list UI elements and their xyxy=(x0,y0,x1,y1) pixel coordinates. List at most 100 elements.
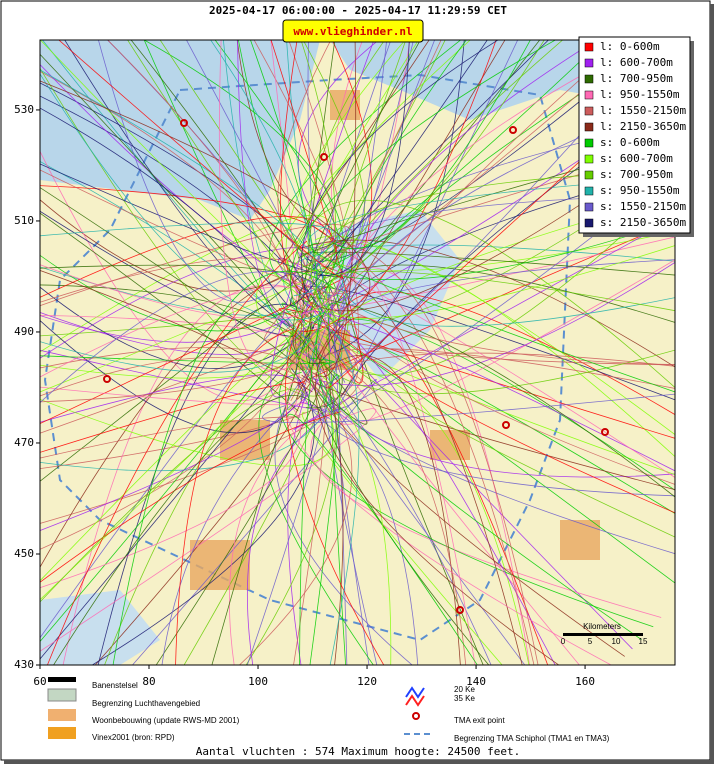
flight-track xyxy=(98,40,290,303)
legend-text: Woonbebouwing (update RWS-MD 2001) xyxy=(92,716,240,725)
flight-track xyxy=(285,40,420,265)
flight-track xyxy=(287,413,478,665)
flight-track xyxy=(40,107,289,306)
legend-label: l: 950-1550m xyxy=(600,88,680,101)
flight-track xyxy=(315,323,560,665)
flight-track xyxy=(312,409,419,665)
footer: Aantal vluchten : 574 Maximum hoogte: 24… xyxy=(196,745,521,758)
flight-track xyxy=(47,240,308,665)
flight-track xyxy=(40,349,325,411)
flight-track xyxy=(332,40,531,250)
scale-label: 0 xyxy=(561,637,566,646)
legend-text: 20 Ke xyxy=(454,685,475,694)
legend-label: l: 0-600m xyxy=(600,40,660,53)
y-tick-label: 510 xyxy=(14,214,34,227)
flight-track xyxy=(264,40,644,341)
flight-track xyxy=(62,284,290,665)
flight-track xyxy=(223,40,323,347)
flight-track xyxy=(281,302,675,584)
flight-track xyxy=(309,374,341,665)
flight-track xyxy=(319,40,388,297)
flight-track xyxy=(237,40,294,327)
flight-track xyxy=(295,342,675,497)
flight-track xyxy=(308,321,490,665)
flight-track xyxy=(290,40,488,307)
flight-track xyxy=(40,239,347,482)
legend-swatch xyxy=(584,218,594,228)
legend-text: Begrenzing TMA Schiphol (TMA1 en TMA3) xyxy=(454,734,610,743)
flight-track xyxy=(40,185,338,271)
legend-label: s: 600-700m xyxy=(600,152,673,165)
legend-swatch xyxy=(584,154,594,164)
flight-track xyxy=(40,271,331,404)
flight-track xyxy=(306,231,675,271)
flight-track xyxy=(301,40,499,303)
legend-swatch xyxy=(584,122,594,132)
flight-track xyxy=(340,248,535,665)
flight-track xyxy=(40,295,313,403)
flight-track xyxy=(247,407,341,665)
flight-track xyxy=(40,222,339,258)
legend-text: Vinex2001 (bron: RPD) xyxy=(92,733,175,742)
flight-track xyxy=(40,63,312,294)
flight-track xyxy=(325,354,461,665)
flight-track xyxy=(294,282,580,665)
flight-track xyxy=(183,294,350,665)
legend-box xyxy=(578,36,691,234)
flight-track xyxy=(40,210,293,337)
flight-track xyxy=(323,381,675,555)
flight-track xyxy=(338,364,467,665)
flight-track xyxy=(328,281,347,665)
flight-track xyxy=(331,40,545,282)
flight-track xyxy=(40,386,311,406)
flight-track xyxy=(310,348,675,393)
flight-track xyxy=(218,40,318,372)
flight-track xyxy=(319,349,675,395)
flight-track xyxy=(298,252,675,479)
title: 2025-04-17 06:00:00 - 2025-04-17 11:29:5… xyxy=(209,4,507,17)
water xyxy=(40,590,160,665)
flight-track xyxy=(40,73,326,321)
flight-track xyxy=(40,80,371,319)
flight-track xyxy=(40,286,326,378)
flight-track xyxy=(246,282,345,665)
flight-track xyxy=(40,311,289,355)
flight-track xyxy=(343,357,675,538)
flight-track xyxy=(288,40,359,398)
flight-track xyxy=(292,311,344,665)
flight-track xyxy=(91,368,315,665)
y-tick-label: 490 xyxy=(14,325,34,338)
scale-label: 15 xyxy=(639,637,648,646)
flight-track xyxy=(342,40,541,280)
flight-track xyxy=(40,320,290,639)
legend-label: l: 1550-2150m xyxy=(600,104,686,117)
legend-label: l: 600-700m xyxy=(600,56,673,69)
legend-label: l: 2150-3650m xyxy=(600,120,686,133)
legend-swatch xyxy=(584,138,594,148)
scale-bar: Kilometers 0 5 10 15 xyxy=(561,622,648,646)
legend-swatch xyxy=(584,186,594,196)
legend-swatch xyxy=(584,74,594,84)
flight-track xyxy=(310,406,662,618)
flight-track xyxy=(40,399,302,589)
flight-track xyxy=(270,40,375,398)
scale-label: 5 xyxy=(588,637,593,646)
x-tick-label: 120 xyxy=(357,675,377,688)
flight-track xyxy=(40,69,323,297)
flight-track xyxy=(334,241,476,665)
flight-track xyxy=(318,362,642,640)
flight-track xyxy=(245,337,337,665)
flight-track xyxy=(238,376,353,665)
flight-track xyxy=(40,150,289,402)
link-box[interactable] xyxy=(282,19,424,43)
flight-track xyxy=(335,318,675,491)
link[interactable]: www.vlieghinder.nl xyxy=(293,25,412,38)
flight-track xyxy=(328,40,373,314)
legend-label: l: 700-950m xyxy=(600,72,673,85)
flight-track xyxy=(281,40,430,264)
flight-track xyxy=(229,411,326,665)
flight-track xyxy=(40,408,377,652)
flight-track xyxy=(300,40,436,400)
flight-track xyxy=(40,67,323,397)
flight-track xyxy=(175,327,295,665)
